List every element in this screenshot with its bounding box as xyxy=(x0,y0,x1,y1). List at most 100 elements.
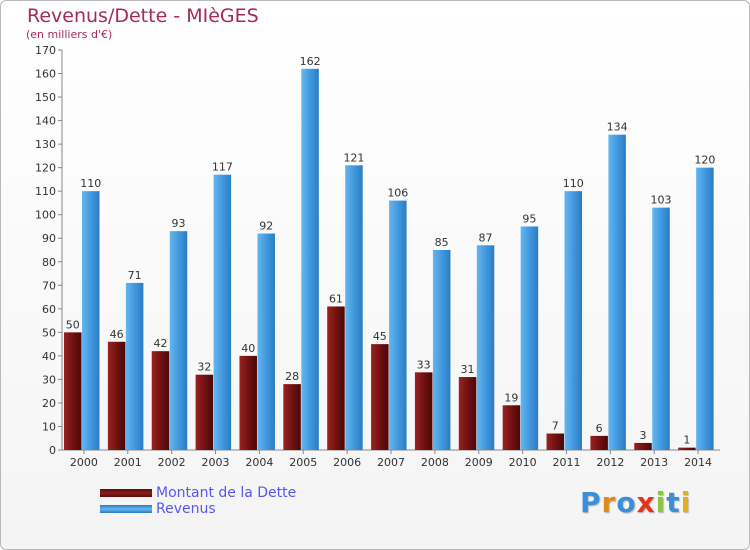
data-label-dette: 7 xyxy=(552,420,559,433)
data-label-revenus: 93 xyxy=(171,217,185,230)
y-tick-label: 80 xyxy=(42,256,56,269)
y-tick-label: 160 xyxy=(35,68,56,81)
y-tick-label: 50 xyxy=(42,326,56,339)
data-label-dette: 40 xyxy=(241,342,255,355)
data-label-revenus: 110 xyxy=(80,177,101,190)
x-tick-label: 2003 xyxy=(202,456,230,469)
y-tick-label: 0 xyxy=(49,444,56,457)
x-tick-label: 2001 xyxy=(114,456,142,469)
data-label-revenus: 71 xyxy=(128,269,142,282)
y-tick-label: 120 xyxy=(35,162,56,175)
data-label-revenus: 162 xyxy=(300,55,321,68)
data-label-revenus: 134 xyxy=(607,121,628,134)
data-label-dette: 32 xyxy=(197,361,211,374)
proxiti-logo: Proxiti xyxy=(580,486,692,519)
bar-dette-2006 xyxy=(327,306,345,450)
data-label-revenus: 92 xyxy=(259,220,273,233)
y-tick-label: 110 xyxy=(35,185,56,198)
bar-revenus-2004 xyxy=(257,233,275,450)
y-tick-label: 30 xyxy=(42,373,56,386)
bar-dette-2002 xyxy=(151,351,170,450)
bar-dette-2014 xyxy=(678,447,696,450)
legend-label-revenus: Revenus xyxy=(156,501,216,517)
legend-swatch-dette xyxy=(100,489,152,497)
x-tick-label: 2013 xyxy=(640,456,668,469)
data-label-revenus: 95 xyxy=(522,212,536,225)
data-label-revenus: 121 xyxy=(343,151,364,164)
bar-dette-2011 xyxy=(546,433,565,450)
y-tick-label: 40 xyxy=(42,350,56,363)
data-label-revenus: 117 xyxy=(212,161,233,174)
chart-subtitle: (en milliers d'€) xyxy=(26,28,113,41)
bar-revenus-2007 xyxy=(389,200,407,450)
bar-revenus-2000 xyxy=(82,191,100,451)
data-label-dette: 45 xyxy=(373,330,387,343)
bar-revenus-2008 xyxy=(432,250,451,450)
data-label-dette: 28 xyxy=(285,370,299,383)
bar-dette-2013 xyxy=(634,442,652,450)
bar-revenus-2010 xyxy=(520,226,539,450)
x-tick-label: 2011 xyxy=(552,456,580,469)
bar-dette-2001 xyxy=(107,341,126,450)
bar-dette-2007 xyxy=(371,344,389,450)
bar-dette-2010 xyxy=(502,405,521,450)
data-label-revenus: 120 xyxy=(694,154,715,167)
y-tick-label: 20 xyxy=(42,397,56,410)
data-label-dette: 50 xyxy=(66,318,80,331)
y-tick-label: 130 xyxy=(35,138,56,151)
x-tick-label: 2002 xyxy=(158,456,186,469)
data-label-dette: 19 xyxy=(504,391,518,404)
bar-dette-2005 xyxy=(283,384,301,450)
bar-revenus-2014 xyxy=(696,167,714,450)
data-label-dette: 1 xyxy=(683,434,690,447)
x-tick-label: 2010 xyxy=(509,456,537,469)
x-tick-label: 2005 xyxy=(289,456,317,469)
data-label-revenus: 87 xyxy=(479,231,493,244)
bar-revenus-2009 xyxy=(476,245,495,450)
bar-dette-2003 xyxy=(195,374,214,450)
x-tick-label: 2008 xyxy=(421,456,449,469)
x-tick-label: 2014 xyxy=(684,456,712,469)
bar-revenus-2013 xyxy=(652,207,670,450)
x-tick-label: 2000 xyxy=(70,456,98,469)
legend-swatch-revenus xyxy=(100,505,152,513)
data-label-dette: 33 xyxy=(417,358,431,371)
bar-revenus-2011 xyxy=(564,191,583,451)
y-tick-label: 170 xyxy=(35,44,56,57)
legend-label-dette: Montant de la Dette xyxy=(156,485,297,501)
y-tick-label: 60 xyxy=(42,303,56,316)
bar-revenus-2012 xyxy=(608,134,626,451)
bar-revenus-2002 xyxy=(169,231,188,450)
data-label-revenus: 106 xyxy=(387,187,408,200)
x-tick-label: 2006 xyxy=(333,456,361,469)
data-label-revenus: 85 xyxy=(435,236,449,249)
data-label-revenus: 103 xyxy=(651,194,672,207)
data-label-dette: 31 xyxy=(461,363,475,376)
data-label-dette: 61 xyxy=(329,292,343,305)
bar-dette-2008 xyxy=(414,372,433,450)
y-tick-label: 150 xyxy=(35,91,56,104)
y-tick-label: 100 xyxy=(35,209,56,222)
data-label-dette: 42 xyxy=(153,337,167,350)
data-label-revenus: 110 xyxy=(563,177,584,190)
bar-dette-2000 xyxy=(64,332,82,450)
x-tick-label: 2012 xyxy=(596,456,624,469)
bar-dette-2004 xyxy=(239,355,257,450)
data-label-dette: 3 xyxy=(640,429,647,442)
data-label-dette: 6 xyxy=(596,422,603,435)
bar-revenus-2005 xyxy=(301,68,319,450)
bar-dette-2009 xyxy=(458,377,477,450)
x-tick-label: 2007 xyxy=(377,456,405,469)
bar-revenus-2003 xyxy=(213,174,232,451)
y-tick-label: 70 xyxy=(42,279,56,292)
y-tick-label: 10 xyxy=(42,420,56,433)
chart-title: Revenus/Dette - MIèGES xyxy=(27,5,259,27)
x-tick-label: 2004 xyxy=(245,456,273,469)
y-tick-label: 140 xyxy=(35,115,56,128)
data-label-dette: 46 xyxy=(110,328,124,341)
bar-revenus-2006 xyxy=(345,165,363,450)
bar-dette-2012 xyxy=(590,435,608,450)
x-tick-label: 2009 xyxy=(465,456,493,469)
y-tick-label: 90 xyxy=(42,232,56,245)
